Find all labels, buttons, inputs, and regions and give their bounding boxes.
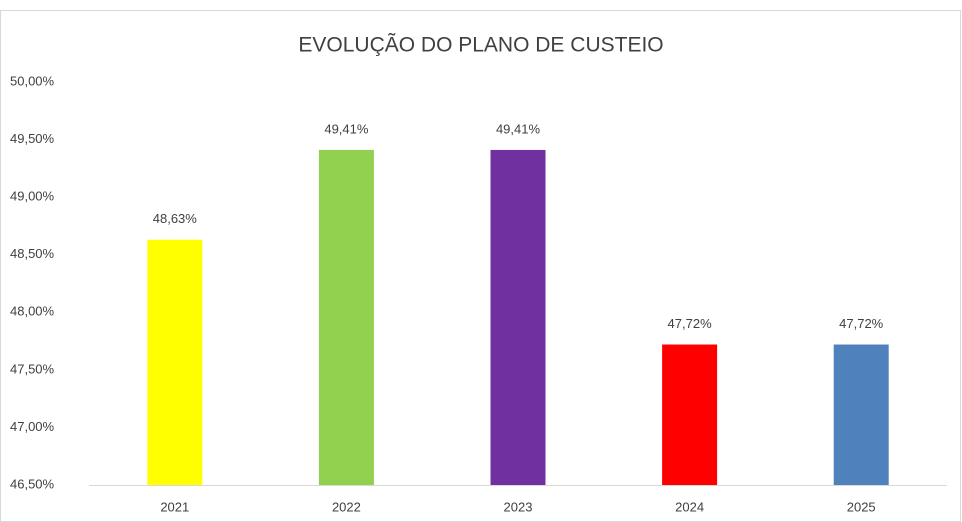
bar [662, 344, 718, 485]
data-label: 47,72% [668, 316, 713, 331]
y-tick-label: 48,50% [10, 246, 55, 261]
bar [490, 149, 546, 486]
y-tick-label: 47,00% [10, 419, 55, 434]
bar [147, 239, 203, 485]
y-tick-label: 50,00% [10, 73, 55, 88]
data-label: 49,41% [324, 121, 369, 136]
chart-title: EVOLUÇÃO DO PLANO DE CUSTEIO [298, 33, 663, 57]
y-tick-label: 49,00% [10, 189, 55, 204]
y-tick-label: 49,50% [10, 131, 55, 146]
data-label: 48,63% [153, 211, 198, 226]
bar [833, 344, 889, 485]
x-tick-label: 2025 [847, 499, 876, 514]
data-label: 49,41% [496, 121, 541, 136]
chart-border [0, 10, 961, 522]
y-tick-label: 46,50% [10, 476, 55, 491]
x-tick-label: 2024 [675, 499, 704, 514]
x-tick-label: 2021 [160, 499, 189, 514]
x-tick-label: 2023 [504, 499, 533, 514]
y-tick-label: 47,50% [10, 361, 55, 376]
y-tick-label: 48,00% [10, 304, 55, 319]
data-label: 47,72% [839, 316, 884, 331]
x-tick-label: 2022 [332, 499, 361, 514]
bar [318, 149, 374, 486]
